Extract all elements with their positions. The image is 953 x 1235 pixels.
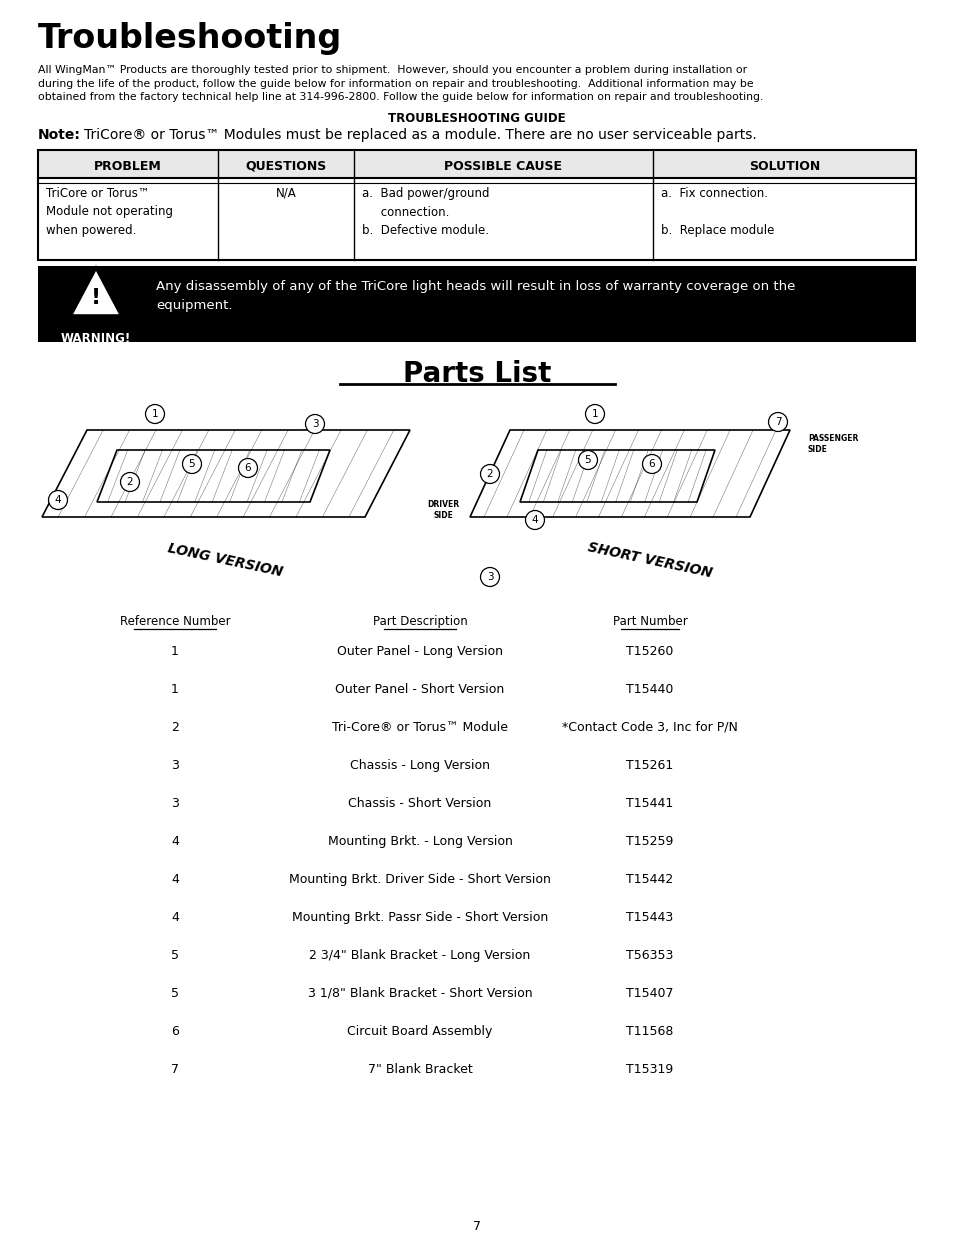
Text: 1: 1 [171,645,179,658]
Text: Outer Panel - Short Version: Outer Panel - Short Version [335,683,504,697]
Text: 4: 4 [54,495,61,505]
Text: Mounting Brkt. - Long Version: Mounting Brkt. - Long Version [327,835,512,848]
Text: Troubleshooting: Troubleshooting [38,22,342,56]
Text: 7" Blank Bracket: 7" Blank Bracket [367,1063,472,1076]
Text: 5: 5 [584,454,591,466]
Text: DRIVER
SIDE: DRIVER SIDE [427,500,458,520]
Text: T15442: T15442 [626,873,673,885]
Text: 2: 2 [486,469,493,479]
Circle shape [480,464,499,483]
Text: 5: 5 [171,987,179,1000]
Text: Outer Panel - Long Version: Outer Panel - Long Version [336,645,502,658]
Circle shape [525,510,544,530]
Text: T11568: T11568 [626,1025,673,1037]
Text: Tri-Core® or Torus™ Module: Tri-Core® or Torus™ Module [332,721,507,734]
Text: PASSENGER
SIDE: PASSENGER SIDE [807,433,858,454]
Text: 1: 1 [591,409,598,419]
Text: 7: 7 [171,1063,179,1076]
Text: 4: 4 [171,911,179,924]
Text: T56353: T56353 [626,948,673,962]
Text: Circuit Board Assembly: Circuit Board Assembly [347,1025,492,1037]
Text: T15407: T15407 [625,987,673,1000]
Text: 3: 3 [486,572,493,582]
Text: 3: 3 [171,760,179,772]
Text: QUESTIONS: QUESTIONS [245,159,326,173]
Text: *Contact Code 3, Inc for P/N: *Contact Code 3, Inc for P/N [561,721,738,734]
Polygon shape [71,268,121,316]
Text: Part Description: Part Description [373,615,467,629]
Text: TriCore or Torus™
Module not operating
when powered.: TriCore or Torus™ Module not operating w… [46,186,172,237]
Text: T15440: T15440 [626,683,673,697]
Circle shape [768,412,786,431]
Text: TriCore® or Torus™ Modules must be replaced as a module. There are no user servi: TriCore® or Torus™ Modules must be repla… [84,128,756,142]
Text: SOLUTION: SOLUTION [748,159,819,173]
Text: N/A: N/A [275,186,296,200]
Bar [38,149,915,178]
Text: SHORT VERSION: SHORT VERSION [586,540,713,580]
Text: TROUBLESHOOTING GUIDE: TROUBLESHOOTING GUIDE [388,112,565,125]
Text: a.  Fix connection.

b.  Replace module: a. Fix connection. b. Replace module [659,186,773,237]
Circle shape [238,458,257,478]
Text: 7: 7 [473,1220,480,1233]
Circle shape [146,405,164,424]
Text: 2: 2 [171,721,179,734]
Text: 7: 7 [774,417,781,427]
Circle shape [578,451,597,469]
Text: Chassis - Short Version: Chassis - Short Version [348,797,491,810]
Circle shape [182,454,201,473]
Text: T15443: T15443 [626,911,673,924]
Text: 4: 4 [171,835,179,848]
Text: Parts List: Parts List [402,359,551,388]
Text: POSSIBLE CAUSE: POSSIBLE CAUSE [444,159,561,173]
Text: Reference Number: Reference Number [119,615,230,629]
Text: 3 1/8" Blank Bracket - Short Version: 3 1/8" Blank Bracket - Short Version [308,987,532,1000]
Circle shape [480,568,499,587]
Text: 6: 6 [648,459,655,469]
Bar [38,266,915,342]
Text: 6: 6 [244,463,251,473]
Text: a.  Bad power/ground
     connection.
b.  Defective module.: a. Bad power/ground connection. b. Defec… [362,186,489,237]
Text: T15259: T15259 [626,835,673,848]
Text: 4: 4 [531,515,537,525]
Text: 3: 3 [312,419,318,429]
Text: 6: 6 [171,1025,179,1037]
Text: All WingMan™ Products are thoroughly tested prior to shipment.  However, should : All WingMan™ Products are thoroughly tes… [38,65,762,103]
Text: 1: 1 [171,683,179,697]
Text: !: ! [91,288,101,308]
Text: T15319: T15319 [626,1063,673,1076]
Text: 2 3/4" Blank Bracket - Long Version: 2 3/4" Blank Bracket - Long Version [309,948,530,962]
Text: Any disassembly of any of the TriCore light heads will result in loss of warrant: Any disassembly of any of the TriCore li… [156,280,795,312]
Text: T15261: T15261 [626,760,673,772]
Text: 5: 5 [189,459,195,469]
Text: Part Number: Part Number [612,615,687,629]
Text: 2: 2 [127,477,133,487]
Text: Mounting Brkt. Driver Side - Short Version: Mounting Brkt. Driver Side - Short Versi… [289,873,551,885]
Circle shape [641,454,660,473]
Text: Chassis - Long Version: Chassis - Long Version [350,760,490,772]
Text: T15441: T15441 [626,797,673,810]
Circle shape [49,490,68,510]
Text: WARNING!: WARNING! [61,332,131,345]
Circle shape [305,415,324,433]
Text: PROBLEM: PROBLEM [94,159,162,173]
Text: 5: 5 [171,948,179,962]
Text: Mounting Brkt. Passr Side - Short Version: Mounting Brkt. Passr Side - Short Versio… [292,911,548,924]
Text: 4: 4 [171,873,179,885]
Text: 3: 3 [171,797,179,810]
Circle shape [585,405,604,424]
Text: 1: 1 [152,409,158,419]
Text: T15260: T15260 [626,645,673,658]
Text: LONG VERSION: LONG VERSION [166,541,284,579]
Bar [38,149,915,261]
Circle shape [120,473,139,492]
Text: Note:: Note: [38,128,81,142]
